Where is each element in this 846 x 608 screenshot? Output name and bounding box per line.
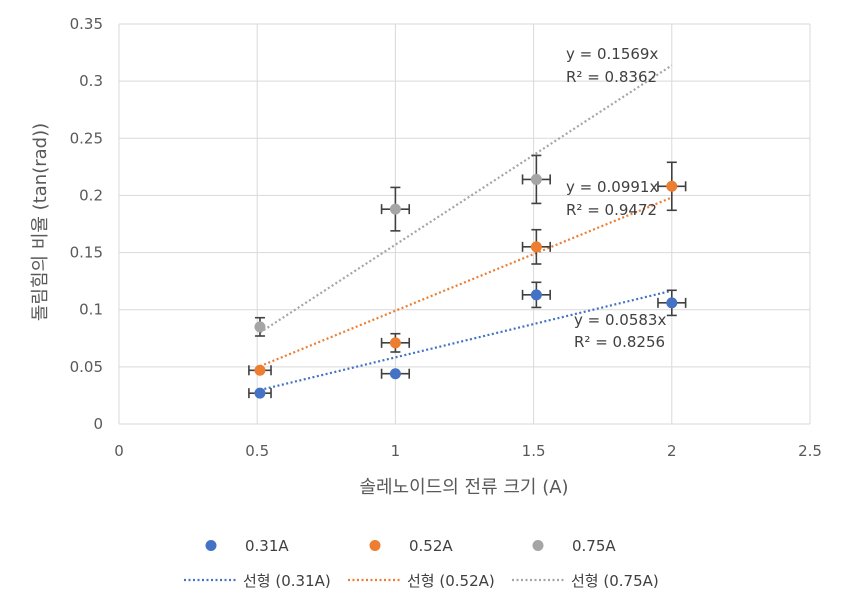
x-tick-label: 0	[114, 442, 124, 460]
legend-trend-label-0.75A: 선형 (0.75A)	[571, 572, 659, 590]
legend: 0.31A 0.52A 0.75A 선형 (0.31A) 선형 (0.52A) 선형 (0…	[184, 537, 659, 590]
legend-trend-label-0.31A: 선형 (0.31A)	[243, 572, 331, 590]
legend-marker-0.31A	[205, 540, 217, 551]
trend-equation-0.75A: y = 0.1569x	[566, 45, 658, 63]
data-point-0.52A	[530, 241, 542, 253]
y-tick-label: 0.35	[70, 15, 103, 33]
legend-trend-label-0.52A: 선형 (0.52A)	[407, 572, 495, 590]
data-point-0.52A	[254, 364, 266, 376]
data-point-0.75A	[530, 173, 542, 185]
trend-equation-0.31A: y = 0.0583x	[574, 311, 666, 329]
legend-label-0.75A: 0.75A	[572, 537, 616, 555]
y-tick-label: 0.2	[79, 186, 103, 204]
y-axis-label: 돌림힘의 비율 (tan(rad))	[30, 123, 51, 321]
x-tick-label: 1	[391, 442, 401, 460]
data-point-0.31A	[666, 297, 678, 309]
y-tick-label: 0	[93, 415, 103, 433]
y-tick-label: 0.25	[70, 129, 103, 147]
y-tick-label: 0.05	[70, 358, 103, 376]
data-point-0.31A	[530, 289, 542, 301]
legend-label-0.52A: 0.52A	[409, 537, 453, 555]
trend-r2-0.31A: R² = 0.8256	[574, 333, 665, 351]
data-point-0.75A	[254, 321, 266, 333]
trendline-0.31A	[259, 289, 673, 392]
x-tick-label: 2.5	[798, 442, 822, 460]
data-point-0.52A	[666, 180, 678, 192]
trend-r2-0.75A: R² = 0.8362	[566, 68, 657, 86]
gridlines	[118, 23, 811, 425]
legend-marker-0.75A	[532, 540, 544, 551]
y-tick-labels: 0 0.05 0.1 0.15 0.2 0.25 0.3 0.35	[70, 15, 103, 433]
data-point-0.31A	[389, 368, 401, 380]
data-points	[254, 173, 678, 399]
trend-r2-0.52A: R² = 0.9472	[566, 201, 657, 219]
trend-equation-0.52A: y = 0.0991x	[566, 178, 658, 196]
trend-equations: y = 0.0583x R² = 0.8256 y = 0.0991x R² = 0.…	[566, 45, 666, 351]
y-tick-label: 0.1	[79, 301, 103, 319]
y-tick-label: 0.3	[79, 72, 103, 90]
x-tick-label: 2	[667, 442, 677, 460]
trendline-0.75A	[259, 64, 673, 334]
legend-label-0.31A: 0.31A	[245, 537, 289, 555]
x-tick-label: 0.5	[245, 442, 269, 460]
data-point-0.75A	[389, 203, 401, 215]
y-tick-label: 0.15	[70, 244, 103, 262]
trendline-0.52A	[259, 196, 673, 368]
data-point-0.31A	[254, 387, 266, 399]
x-tick-label: 1.5	[522, 442, 546, 460]
legend-marker-0.52A	[369, 540, 381, 551]
x-axis-label: 솔레노이드의 전류 크기 (A)	[359, 477, 568, 498]
data-point-0.52A	[389, 337, 401, 349]
x-tick-labels: 0 0.5 1 1.5 2 2.5	[114, 442, 822, 460]
trendlines	[259, 64, 673, 392]
